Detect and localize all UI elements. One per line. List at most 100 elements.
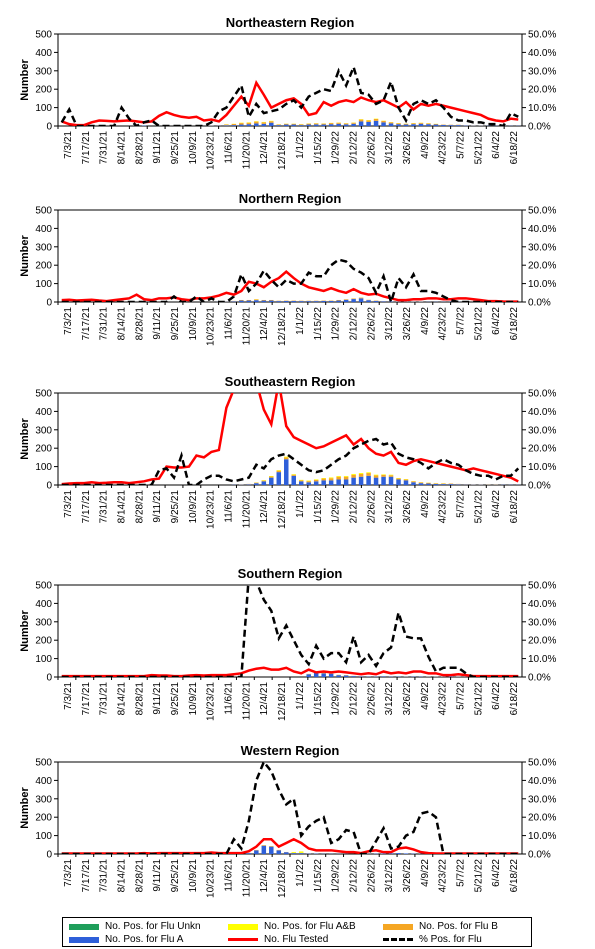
y-tick-label: 0: [46, 673, 52, 684]
bar-flu-a: [463, 125, 469, 126]
bar-flu-a: [396, 676, 401, 677]
bar-flu-b: [261, 122, 267, 124]
bar-flu-a: [291, 853, 296, 854]
bar-flu-a: [426, 483, 431, 485]
x-tick-label: 7/17/21: [81, 307, 92, 341]
bar-flu-a: [358, 298, 364, 302]
bar-flu-ab: [381, 474, 386, 475]
bar-flu-b: [418, 122, 424, 124]
x-tick-label: 1/1/22: [295, 859, 306, 887]
bar-flu-a: [403, 480, 409, 485]
bar-flu-ab: [373, 474, 379, 476]
line-pct-positive: [61, 585, 519, 677]
y-axis-label: Number: [19, 610, 31, 652]
y2-tick-label: 50.0%: [528, 30, 556, 41]
bar-flu-b: [246, 122, 252, 125]
bar-flu-a: [306, 482, 311, 485]
bar-flu-a: [321, 300, 326, 302]
bar-flu-a: [448, 484, 454, 485]
x-tick-label: 12/18/21: [277, 131, 288, 170]
x-tick-label: 2/12/22: [348, 859, 359, 893]
bar-flu-b: [336, 476, 341, 480]
bar-flu-a: [216, 125, 222, 126]
bar-flu-b: [373, 475, 379, 478]
bar-flu-a: [351, 123, 356, 126]
bar-flu-a: [373, 676, 379, 677]
x-tick-label: 9/25/21: [170, 307, 181, 341]
x-tick-label: 5/21/22: [473, 490, 484, 524]
y-tick-label: 300: [35, 794, 52, 805]
bar-flu-a: [239, 300, 244, 302]
bar-flu-a: [381, 301, 386, 302]
x-tick-label: 7/3/21: [63, 682, 74, 710]
bar-flu-a: [388, 301, 394, 302]
bar-flu-a: [284, 852, 289, 854]
line-pct-positive: [61, 437, 520, 485]
bar-flu-a: [276, 850, 282, 854]
bar-flu-a: [388, 476, 394, 485]
bar-flu-b: [269, 121, 274, 123]
bar-flu-a: [381, 476, 386, 485]
x-tick-label: 6/4/22: [491, 859, 502, 887]
bar-flu-a: [298, 853, 304, 854]
y-tick-label: 500: [35, 581, 52, 592]
y-axis-label: Number: [19, 59, 31, 101]
y-axis-label: Number: [19, 787, 31, 829]
bar-flu-a: [456, 484, 461, 485]
bar-flu-ab: [284, 456, 289, 458]
chart-title: Northern Region: [239, 191, 342, 206]
y2-tick-label: 50.0%: [528, 758, 556, 769]
x-tick-label: 1/15/22: [313, 131, 324, 165]
x-tick-label: 10/9/21: [188, 307, 199, 341]
line-flu-tested: [61, 269, 519, 302]
x-tick-label: 5/7/22: [456, 490, 467, 518]
x-tick-label: 2/26/22: [366, 859, 377, 893]
x-tick-label: 10/23/21: [206, 131, 217, 170]
bar-flu-a: [433, 124, 439, 126]
bar-flu-b: [306, 481, 311, 483]
y-tick-label: 0: [46, 122, 52, 133]
bar-flu-a: [336, 123, 341, 126]
bar-flu-a: [239, 124, 244, 126]
y-tick-label: 300: [35, 617, 52, 628]
x-tick-label: 10/9/21: [188, 490, 199, 524]
legend-swatch-flu-a: [69, 936, 99, 943]
legend-item-tested: No. Flu Tested: [228, 933, 328, 946]
bar-flu-b: [403, 479, 409, 481]
y2-tick-label: 10.0%: [528, 831, 556, 842]
bar-flu-b: [366, 473, 371, 476]
y2-tick-label: 10.0%: [528, 654, 556, 665]
bar-flu-b: [411, 123, 416, 125]
chart-1: Northern Region 0 100 200 300 400 500 0.0% 10.0%…: [19, 191, 556, 346]
x-tick-label: 5/21/22: [473, 859, 484, 893]
x-tick-label: 8/28/21: [134, 490, 145, 524]
bar-flu-a: [426, 124, 431, 126]
plot-area: [57, 392, 523, 486]
plot-area: [57, 761, 523, 855]
legend-swatch-flu-ab: [228, 923, 258, 930]
bar-flu-b: [336, 122, 341, 124]
x-tick-label: 8/14/21: [116, 859, 127, 893]
bar-flu-a: [351, 299, 356, 302]
x-tick-label: 8/14/21: [116, 490, 127, 524]
chart-title: Southern Region: [238, 566, 343, 581]
x-tick-label: 11/20/21: [241, 682, 252, 721]
bar-flu-b: [269, 846, 274, 847]
bar-flu-a: [396, 479, 401, 485]
bar-flu-b: [358, 119, 364, 122]
x-tick-label: 4/9/22: [420, 131, 431, 159]
x-tick-label: 8/14/21: [116, 131, 127, 165]
line-flu-tested: [61, 666, 519, 677]
x-tick-label: 1/1/22: [295, 131, 306, 159]
y-tick-label: 400: [35, 776, 52, 787]
x-tick-label: 3/12/22: [384, 490, 395, 524]
x-tick-label: 3/26/22: [402, 859, 413, 893]
bar-flu-ab: [276, 470, 282, 471]
bar-flu-a: [343, 479, 349, 485]
x-tick-label: 6/18/22: [509, 490, 520, 524]
bar-flu-a: [313, 124, 319, 126]
bar-flu-a: [418, 483, 424, 485]
bar-flu-a: [321, 480, 326, 485]
bar-flu-b: [284, 457, 289, 460]
bar-flu-ab: [313, 479, 319, 480]
